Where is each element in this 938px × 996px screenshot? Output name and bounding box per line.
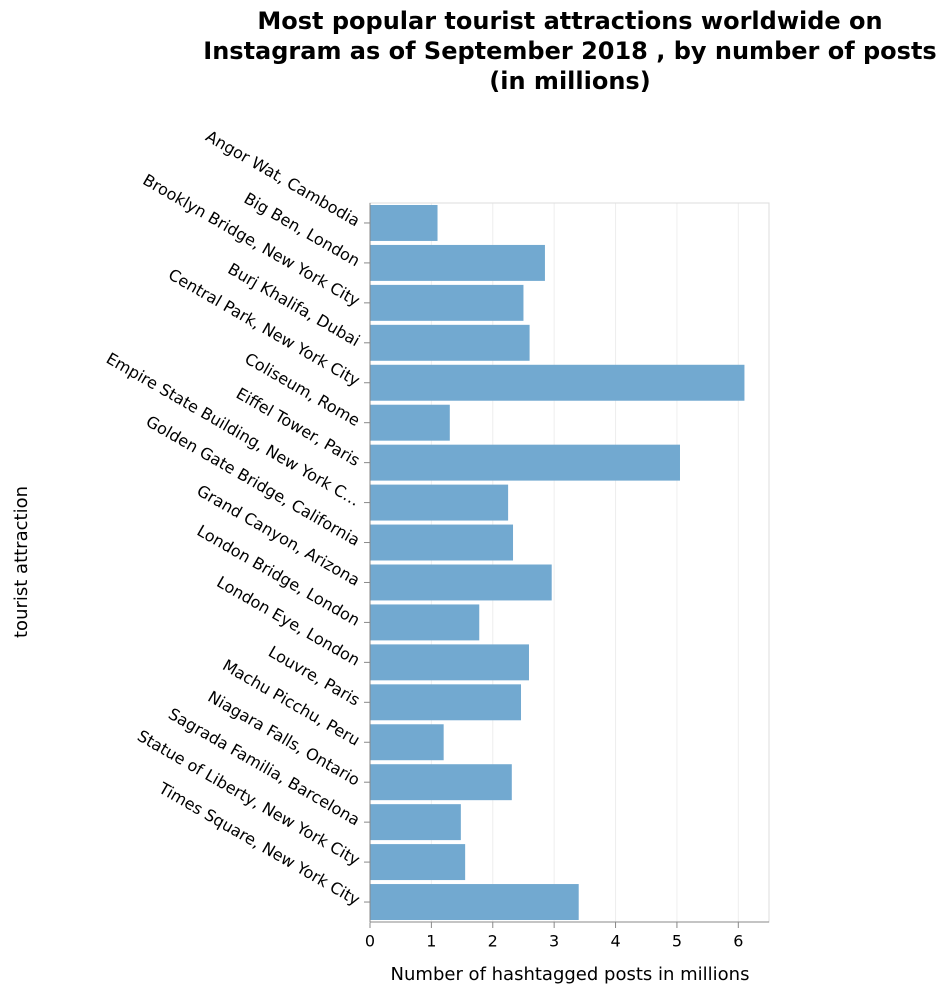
x-tick-label: 0 [365,932,375,951]
x-tick-label: 6 [733,932,743,951]
bar [370,844,466,881]
x-tick-label: 4 [610,932,620,951]
bar [370,204,438,241]
x-tick-label: 3 [549,932,559,951]
x-axis-label: Number of hashtagged posts in millions [391,964,750,985]
x-tick-label: 1 [426,932,436,951]
bar [370,404,450,441]
bar [370,244,545,281]
bar [370,804,461,841]
bar [370,284,524,321]
bar [370,444,680,481]
bar [370,764,512,801]
bar [370,324,530,361]
bar [370,484,509,521]
bar [370,724,444,761]
y-axis-label: tourist attraction [11,486,32,638]
x-tick-label: 5 [672,932,682,951]
bar [370,684,522,721]
bar [370,644,529,681]
bar [370,524,514,561]
x-tick-label: 2 [488,932,498,951]
bar [370,884,579,921]
chart-title: Most popular tourist attractions worldwi… [203,7,937,95]
bar [370,604,480,641]
bar [370,364,745,401]
bar [370,564,552,601]
